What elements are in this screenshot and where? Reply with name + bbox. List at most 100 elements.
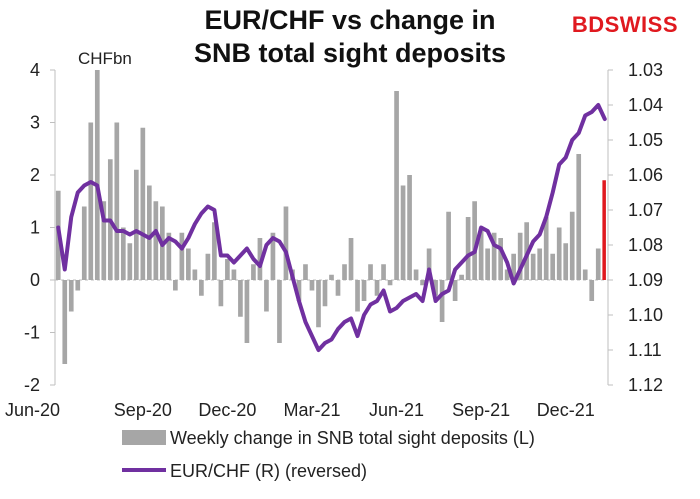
left-tick-label: 0 xyxy=(30,270,40,290)
x-tick-label: Mar-21 xyxy=(283,400,340,420)
bar xyxy=(407,175,412,280)
bar xyxy=(296,280,302,301)
bar xyxy=(381,264,386,280)
right-axis-ticks: 1.03 1.04 1.05 1.06 1.07 1.08 1.09 1.10 1.11 1.12 xyxy=(608,60,663,395)
bar-series xyxy=(55,70,606,364)
bar xyxy=(361,280,367,301)
bar xyxy=(179,232,185,280)
x-tick-label: Dec-20 xyxy=(198,400,256,420)
bar xyxy=(225,259,230,280)
bar xyxy=(342,264,347,280)
bar xyxy=(303,264,308,280)
left-tick-label: 4 xyxy=(30,60,40,80)
bar xyxy=(88,122,94,280)
eurchf-line xyxy=(56,103,607,352)
bar xyxy=(75,280,81,291)
bar xyxy=(127,243,133,280)
x-tick-label: Sep-20 xyxy=(114,400,172,420)
left-axis-ticks: -2 -1 0 1 2 3 4 xyxy=(24,60,55,395)
bar xyxy=(68,280,74,312)
right-tick-label: 1.09 xyxy=(628,270,663,290)
bar xyxy=(517,232,523,280)
bar xyxy=(485,248,490,280)
bar xyxy=(186,248,191,280)
bar xyxy=(316,280,321,328)
bar xyxy=(589,280,595,301)
bar xyxy=(264,280,269,312)
bar xyxy=(81,206,87,280)
legend-swatch-bar xyxy=(122,430,166,445)
bar xyxy=(537,248,543,280)
legend: Weekly change in SNB total sight deposit… xyxy=(122,428,535,481)
bar xyxy=(335,280,341,296)
bar xyxy=(140,127,146,280)
right-tick-label: 1.06 xyxy=(628,165,663,185)
bar xyxy=(491,232,497,280)
left-axis-unit: CHFbn xyxy=(78,49,132,68)
bar xyxy=(543,217,549,280)
brand-logo: BDSWISS xyxy=(571,12,678,37)
bar xyxy=(205,253,211,280)
bar xyxy=(595,248,601,280)
bar xyxy=(199,280,204,296)
bar xyxy=(368,264,373,280)
left-tick-label: 1 xyxy=(30,218,40,238)
bar xyxy=(459,274,464,280)
bar xyxy=(498,238,503,280)
left-tick-label: 3 xyxy=(30,113,40,133)
chart-title: EUR/CHF vs change in SNB total sight dep… xyxy=(150,4,550,70)
bar xyxy=(251,264,256,280)
left-tick-label: 2 xyxy=(30,165,40,185)
bar xyxy=(322,280,328,307)
bar xyxy=(166,232,172,280)
bar-latest xyxy=(602,180,606,280)
bar xyxy=(530,253,536,280)
bar xyxy=(569,211,575,280)
bar xyxy=(277,280,282,343)
x-tick-label: Dec-21 xyxy=(537,400,595,420)
bar xyxy=(355,280,360,312)
right-tick-label: 1.10 xyxy=(628,305,663,325)
bar xyxy=(173,280,178,291)
x-axis-ticks: Jun-20 Sep-20 Dec-20 Mar-21 Jun-21 Sep-21 Dec-… xyxy=(5,400,595,420)
bar xyxy=(283,206,289,280)
bar xyxy=(465,217,471,280)
bar xyxy=(231,269,237,280)
left-tick-label: -1 xyxy=(24,323,40,343)
bar xyxy=(192,269,198,280)
bar xyxy=(153,201,159,280)
bar xyxy=(446,211,451,280)
bar xyxy=(511,253,516,280)
bar xyxy=(426,248,432,280)
title-line-1: EUR/CHF vs change in xyxy=(204,5,496,35)
bar xyxy=(133,169,139,280)
bar xyxy=(309,280,315,291)
bar xyxy=(556,227,562,280)
left-tick-label: -2 xyxy=(24,375,40,395)
bar xyxy=(439,280,445,322)
bar xyxy=(472,201,477,280)
right-tick-label: 1.11 xyxy=(628,340,662,360)
bar xyxy=(238,280,243,317)
bar xyxy=(62,280,68,364)
bar xyxy=(504,269,510,280)
bar xyxy=(576,154,582,280)
bar xyxy=(433,280,438,296)
bar xyxy=(94,70,100,280)
right-tick-label: 1.08 xyxy=(628,235,663,255)
bar xyxy=(212,222,217,280)
bar xyxy=(413,269,419,280)
bar xyxy=(101,201,107,280)
right-tick-label: 1.03 xyxy=(628,60,663,80)
bar xyxy=(114,122,120,280)
bar xyxy=(582,269,588,280)
plot-area xyxy=(54,70,609,385)
bar xyxy=(563,243,569,280)
bar xyxy=(270,232,276,280)
bar xyxy=(329,274,334,280)
right-tick-label: 1.12 xyxy=(628,375,663,395)
bar xyxy=(257,238,263,280)
bar xyxy=(146,185,152,280)
